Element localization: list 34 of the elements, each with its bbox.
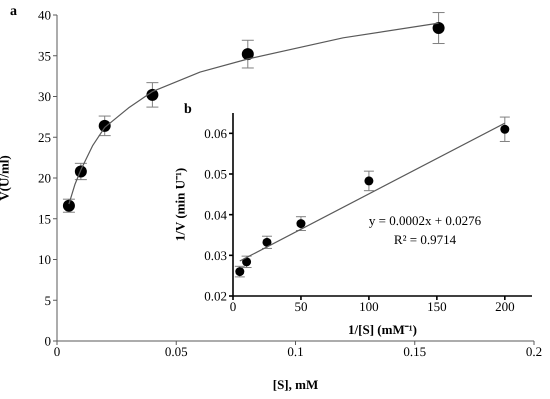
x-tick-label: 0.2 bbox=[526, 344, 542, 360]
point bbox=[500, 124, 510, 134]
y-tick-label: 0.05 bbox=[204, 166, 227, 182]
text: a bbox=[10, 4, 17, 20]
point bbox=[296, 219, 306, 228]
x-axis-title: [S], mM bbox=[272, 377, 318, 392]
y-tick-label: 35 bbox=[38, 48, 51, 64]
x-axis-title: 1/[S] (mM⁻¹) bbox=[348, 322, 417, 337]
y-tick-label: 0.04 bbox=[204, 207, 228, 222]
annotation: R² = 0.9714 bbox=[394, 232, 456, 248]
y-tick-label: 0.06 bbox=[204, 126, 228, 141]
point bbox=[432, 22, 445, 34]
y-tick-label: 40 bbox=[38, 8, 51, 23]
y-tick-label: 0.02 bbox=[204, 288, 227, 304]
y-tick-label: 5 bbox=[44, 292, 51, 308]
y-tick-label: 10 bbox=[38, 252, 51, 268]
x-tick-label: 0.1 bbox=[287, 344, 304, 360]
y-tick-label: 0.03 bbox=[204, 248, 227, 263]
x-tick-label: 0.05 bbox=[164, 344, 188, 360]
y-axis-title: 1/V (min U⁻¹) bbox=[172, 168, 188, 242]
x-tick-label: 0.15 bbox=[403, 344, 426, 360]
annotation: y = 0.0002x + 0.0276 bbox=[368, 213, 482, 229]
y-tick-label: 30 bbox=[38, 89, 51, 104]
x-tick-label: 100 bbox=[359, 299, 379, 314]
y-tick-label: 25 bbox=[38, 130, 51, 145]
x-tick-label: 50 bbox=[294, 299, 308, 314]
point bbox=[242, 48, 254, 60]
x-tick-label: 200 bbox=[495, 299, 515, 314]
x-tick-label: 150 bbox=[427, 299, 447, 314]
y-tick-label: 20 bbox=[38, 170, 51, 186]
y-tick-label: 15 bbox=[38, 211, 51, 226]
point bbox=[364, 176, 374, 186]
y-tick-label: 0 bbox=[44, 334, 51, 349]
annotation: b bbox=[184, 102, 192, 118]
